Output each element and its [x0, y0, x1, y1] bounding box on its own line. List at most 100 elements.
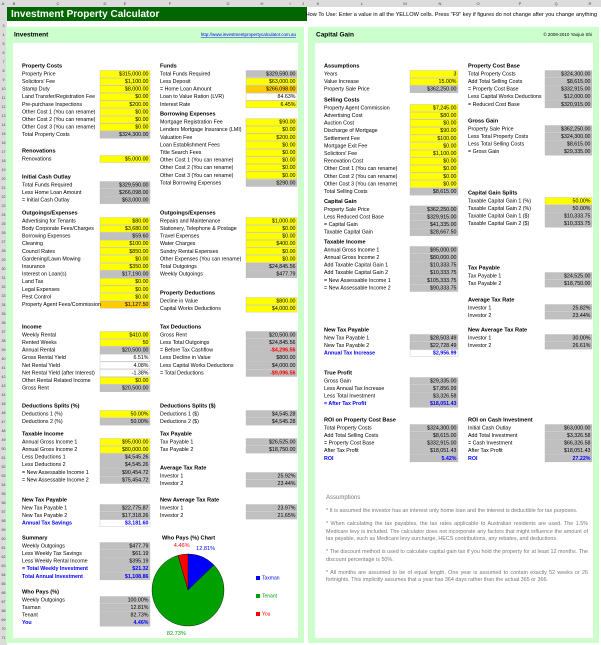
- cell: [245, 232, 298, 240]
- section-title: Selling Costs: [324, 97, 359, 103]
- cell-value: $4,000.00: [272, 363, 296, 369]
- cell-label: Interest Rate: [160, 102, 190, 108]
- cell: [544, 439, 593, 447]
- cell: [245, 77, 298, 86]
- cell-value: $0.00: [282, 234, 295, 240]
- cell: [245, 118, 298, 126]
- cell: [409, 127, 459, 135]
- link[interactable]: http://www.investmentpropertycalculator.…: [201, 32, 297, 37]
- cell: [245, 297, 298, 305]
- row-header: 34: [2, 303, 6, 307]
- row-header: 70: [2, 627, 6, 631]
- row-header: 26: [2, 231, 6, 235]
- cell-label: Title Search Fees: [160, 150, 202, 156]
- cell-label: Other Cost 3 (You can rename): [160, 173, 234, 179]
- section-title: Initial Cash Outlay: [22, 174, 72, 180]
- column-header: N: [439, 1, 442, 6]
- column-header: L: [361, 1, 364, 6]
- cell: [544, 100, 593, 109]
- cell-label: Capital Works Deductions: [160, 306, 221, 312]
- cell: [99, 232, 151, 240]
- cell-label: = Gross Gain: [468, 149, 499, 155]
- row-header: 5: [3, 42, 5, 46]
- cell-value: $0.00: [443, 159, 456, 165]
- cell-label: Investor 1: [160, 505, 183, 511]
- cell: [99, 542, 151, 550]
- column-header: F: [169, 1, 172, 6]
- cell-value: $4,545.28: [272, 419, 296, 425]
- cell-value: $395.19: [129, 559, 148, 565]
- cell: [544, 197, 593, 205]
- cell: [99, 131, 151, 139]
- cell-value: $18,051.43: [430, 448, 457, 454]
- cell-value: $0.00: [135, 94, 148, 100]
- section-title: Who Pays (%): [22, 589, 59, 595]
- cell: [99, 611, 151, 619]
- cell: [99, 85, 151, 93]
- cell-value: $61.19: [132, 551, 148, 557]
- cell: [409, 424, 459, 432]
- cell-value: 4.46%: [133, 620, 148, 626]
- row-header: 33: [2, 294, 6, 298]
- cell-value: $1,108.86: [125, 574, 149, 580]
- row-header: 7: [3, 60, 5, 64]
- section-title: Property Costs: [22, 63, 62, 69]
- cell-label: Total Property Costs: [324, 425, 372, 431]
- cell-label: Less Capital Works Deductions: [468, 94, 542, 100]
- cell-value: $0.00: [282, 142, 295, 148]
- cell: [99, 270, 151, 278]
- cell-label: Repairs and Maintenance: [160, 218, 220, 224]
- cell-label: Stamp Duty: [22, 87, 50, 93]
- cell: [409, 77, 459, 86]
- cell: [99, 123, 151, 131]
- sheet-title: Investment Property Calculator: [11, 9, 159, 20]
- cell-value: 15.00%: [439, 79, 457, 85]
- cell: [99, 240, 151, 248]
- cell-label: Other Expenses (You can rename): [160, 256, 242, 262]
- cell-label: Taxman: [22, 605, 41, 611]
- cell-value: 3: [454, 71, 457, 77]
- cell-value: $80,000.00: [430, 255, 457, 261]
- column-header: B: [13, 1, 16, 6]
- cell-value: $410.00: [129, 332, 148, 338]
- cell: [99, 453, 151, 461]
- cell: [544, 272, 593, 280]
- cell-label: Less Deductions 1: [22, 455, 66, 461]
- cell-value: $80.00: [440, 113, 456, 119]
- cell-label: Annual Rental: [22, 348, 55, 354]
- section-title: New Average Tax Rate: [160, 497, 219, 503]
- cell-label: Travel Expenses: [160, 234, 200, 240]
- cell-value: $290.00: [276, 180, 295, 186]
- cell-value: $24,845.56: [269, 340, 296, 346]
- row-header: 20: [2, 177, 6, 181]
- cell: [99, 376, 151, 385]
- cell: [409, 334, 459, 342]
- cell: [409, 392, 459, 400]
- cell-label: Less Deductions 2: [22, 462, 66, 468]
- cell-value: $0.00: [282, 173, 295, 179]
- cell: [99, 361, 151, 370]
- cell: [544, 424, 593, 432]
- cell-label: Net Rental Yield: [22, 363, 60, 369]
- cell: [245, 361, 298, 370]
- cell: [409, 228, 459, 236]
- section-title: Income: [22, 324, 42, 330]
- cell: [409, 349, 459, 357]
- cell-value: $477.79: [129, 543, 148, 549]
- cell-value: $8,615.00: [433, 189, 457, 195]
- cell-value: $20,500.00: [122, 348, 149, 354]
- cell-label: Other Cost 3 (You can rename): [324, 181, 398, 187]
- cell-value: $0.00: [282, 256, 295, 262]
- note: * When calculating the tax payables, the…: [326, 521, 588, 542]
- cell-value: 23.97%: [278, 505, 296, 511]
- cell: [99, 224, 151, 233]
- cell-label: Deductions 2 ($): [160, 419, 199, 425]
- row-header: 32: [2, 285, 6, 289]
- cell-label: Total Borrowing Expenses: [160, 180, 222, 186]
- cell-value: $1,100.00: [433, 151, 457, 157]
- cell: [409, 205, 459, 214]
- cell: [245, 354, 298, 362]
- cell: [544, 204, 593, 213]
- cell-label: Total Property Costs: [468, 71, 516, 77]
- cell-label: Annual Tax Savings: [22, 521, 72, 527]
